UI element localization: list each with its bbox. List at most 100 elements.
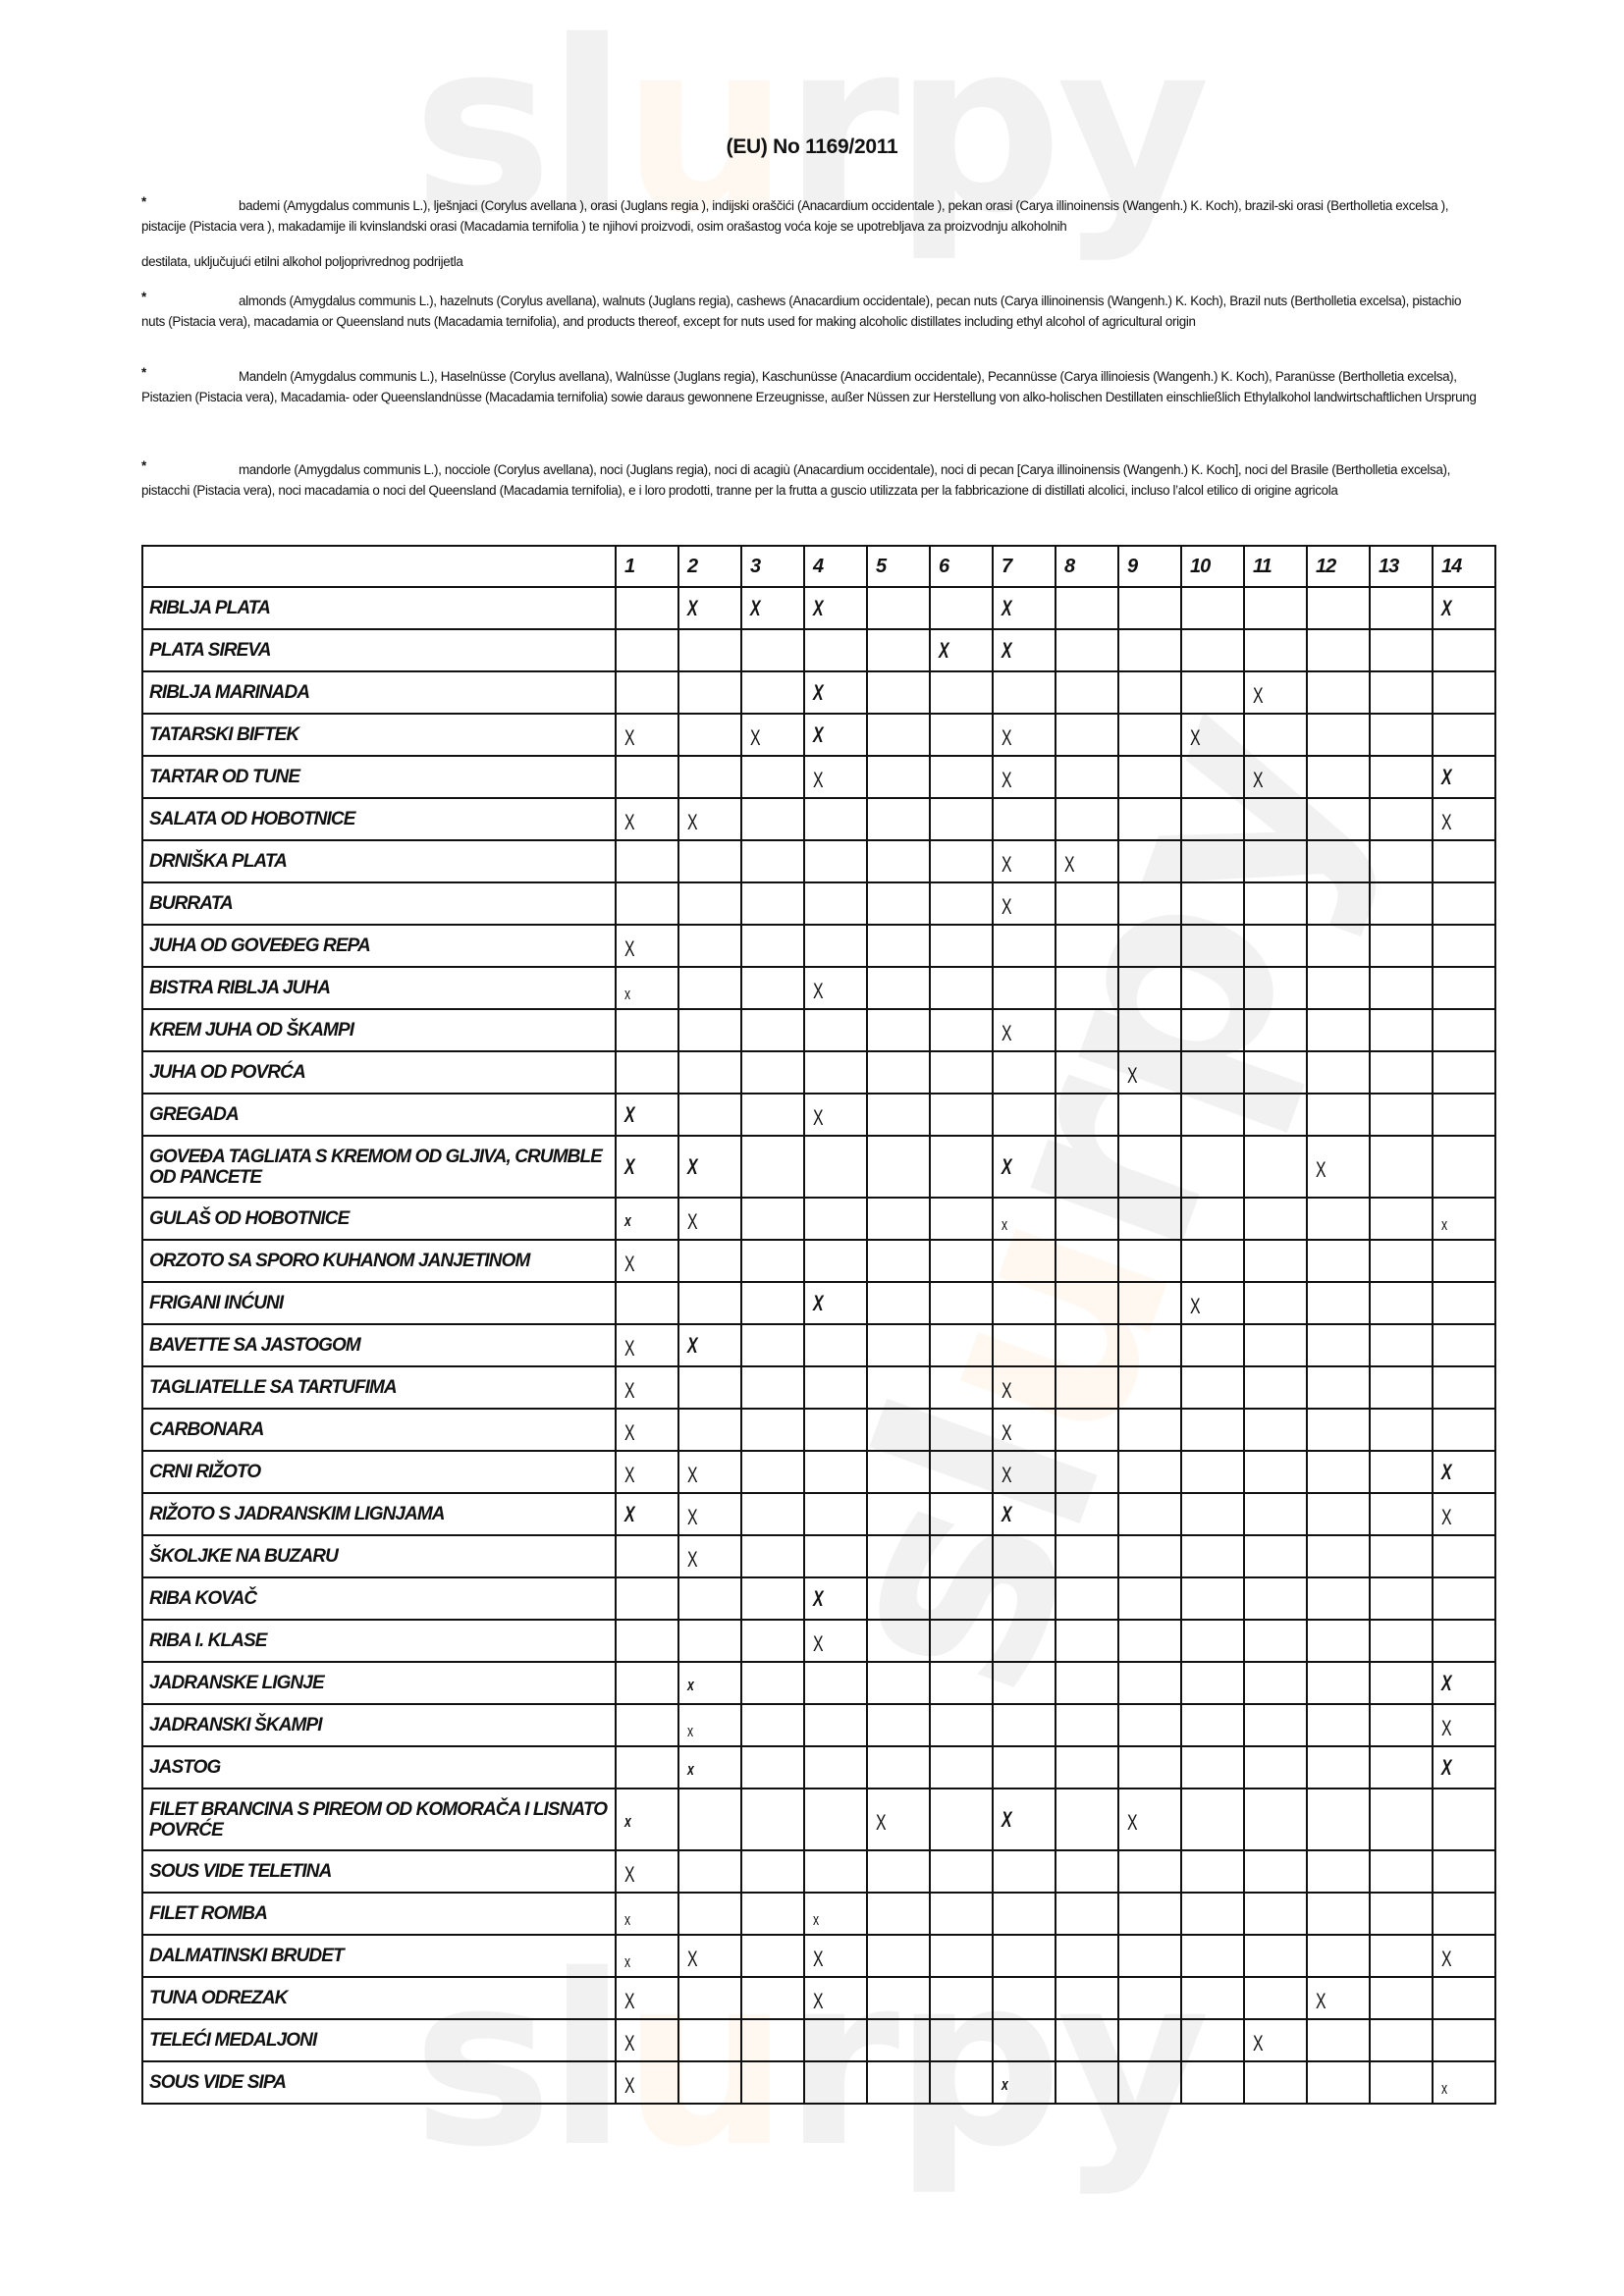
- allergen-cell-1: X: [615, 1365, 679, 1410]
- allergen-cell-7: [992, 1745, 1056, 1789]
- allergen-cell-3: [740, 839, 805, 883]
- allergen-cell-14: [1432, 1135, 1496, 1199]
- allergen-mark: X: [1001, 1377, 1012, 1403]
- allergen-mark: X: [813, 1104, 824, 1130]
- allergen-cell-10: [1180, 1934, 1245, 1978]
- allergen-cell-9: [1117, 713, 1182, 757]
- allergen-cell-14: [1432, 1576, 1496, 1621]
- allergen-cell-14: [1432, 1365, 1496, 1410]
- allergen-cell-11: [1243, 1408, 1308, 1452]
- allergen-cell-1: x: [615, 1788, 679, 1851]
- allergen-cell-14: [1432, 1408, 1496, 1452]
- note-english: * almonds (Amygdalus communis L.), hazel…: [141, 290, 1487, 332]
- allergen-mark: X: [1001, 1020, 1012, 1045]
- allergen-cell-3: [740, 1239, 805, 1283]
- allergen-cell-2: [677, 1050, 742, 1095]
- allergen-cell-11: [1243, 1135, 1308, 1199]
- allergen-cell-6: [929, 966, 994, 1010]
- allergen-cell-6: [929, 1239, 994, 1283]
- allergen-cell-12: [1306, 1008, 1371, 1052]
- allergen-mark: X: [1441, 764, 1452, 789]
- allergen-cell-4: [803, 924, 868, 968]
- allergen-cell-5: [866, 924, 931, 968]
- allergen-cell-12: [1306, 881, 1371, 926]
- allergen-cell-14: [1432, 1281, 1496, 1325]
- allergen-cell-11: [1243, 1745, 1308, 1789]
- allergen-cell-3: [740, 1788, 805, 1851]
- allergen-cell-10: [1180, 670, 1245, 715]
- allergen-cell-5: [866, 1450, 931, 1494]
- note-croatian: * bademi (Amygdalus communis L.), lješnj…: [141, 194, 1487, 273]
- allergen-cell-4: [803, 1239, 868, 1283]
- allergen-mark: X: [1190, 1293, 1201, 1318]
- allergen-cell-8: [1055, 1576, 1119, 1621]
- allergen-cell-12: [1306, 1534, 1371, 1578]
- allergen-mark: X: [624, 2072, 635, 2098]
- allergen-mark: X: [687, 1332, 698, 1358]
- allergen-cell-3: [740, 1093, 805, 1137]
- allergen-cell-4: [803, 1135, 868, 1199]
- table-row: TUNA ODREZAK X X X: [141, 1976, 1496, 2020]
- allergen-cell-6: [929, 586, 994, 630]
- allergen-cell-1: X: [615, 1239, 679, 1283]
- allergen-cell-2: x: [677, 1703, 742, 1747]
- table-row: CARBONARA X X: [141, 1408, 1496, 1452]
- allergen-cell-3: [740, 628, 805, 672]
- dish-name: PLATA SIREVA: [141, 628, 617, 672]
- allergen-cell-9: [1117, 1450, 1182, 1494]
- allergen-cell-1: [615, 1008, 679, 1052]
- dish-name: JUHA OD POVRĆA: [141, 1050, 617, 1095]
- allergen-cell-4: [803, 2060, 868, 2105]
- allergen-cell-8: [1055, 1492, 1119, 1536]
- allergen-cell-2: [677, 1365, 742, 1410]
- dish-name: GOVEĐA TAGLIATA S KREMOM OD GLJIVA, CRUM…: [141, 1135, 617, 1199]
- allergen-cell-6: [929, 1849, 994, 1894]
- table-row: PLATA SIREVA X X: [141, 628, 1496, 672]
- allergen-cell-10: [1180, 1745, 1245, 1789]
- allergen-cell-8: X: [1055, 839, 1119, 883]
- table-row: CRNI RIŽOTO X X X X: [141, 1450, 1496, 1494]
- allergen-cell-5: [866, 1050, 931, 1095]
- allergen-cell-10: [1180, 755, 1245, 799]
- allergen-cell-12: [1306, 713, 1371, 757]
- allergen-cell-7: x: [992, 1197, 1056, 1241]
- allergen-cell-5: [866, 670, 931, 715]
- allergen-cell-10: [1180, 1892, 1245, 1936]
- allergen-cell-3: [740, 1450, 805, 1494]
- allergen-cell-6: [929, 1323, 994, 1367]
- allergen-cell-9: [1117, 1365, 1182, 1410]
- note-text: bademi (Amygdalus communis L.), lješnjac…: [141, 198, 1449, 234]
- allergen-cell-14: x: [1432, 1197, 1496, 1241]
- allergen-cell-8: [1055, 1934, 1119, 1978]
- allergen-cell-10: [1180, 1534, 1245, 1578]
- allergen-cell-3: [740, 1892, 805, 1936]
- allergen-cell-3: [740, 881, 805, 926]
- dish-name: RIBLJA PLATA: [141, 586, 617, 630]
- allergen-cell-3: [740, 1745, 805, 1789]
- allergen-cell-1: X: [615, 2060, 679, 2105]
- column-header-allergen-10: 10: [1180, 545, 1245, 588]
- allergen-cell-9: [1117, 1703, 1182, 1747]
- allergen-cell-4: X: [803, 1576, 868, 1621]
- allergen-mark: X: [1001, 1806, 1012, 1832]
- allergen-cell-5: [866, 1008, 931, 1052]
- table-row: JADRANSKI ŠKAMPI x X: [141, 1703, 1496, 1747]
- column-header-allergen-4: 4: [803, 545, 868, 588]
- note-text: Mandeln (Amygdalus communis L.), Haselnü…: [141, 369, 1477, 404]
- allergen-cell-14: X: [1432, 755, 1496, 799]
- allergen-cell-5: [866, 2060, 931, 2105]
- allergen-cell-8: [1055, 1892, 1119, 1936]
- allergen-cell-1: X: [615, 1849, 679, 1894]
- allergen-cell-11: [1243, 1849, 1308, 1894]
- allergen-cell-11: [1243, 1892, 1308, 1936]
- allergen-cell-5: [866, 628, 931, 672]
- allergen-cell-12: X: [1306, 1135, 1371, 1199]
- allergen-cell-2: [677, 924, 742, 968]
- allergen-cell-2: [677, 1093, 742, 1137]
- allergen-mark: X: [624, 1153, 635, 1179]
- allergen-cell-9: [1117, 1934, 1182, 1978]
- dish-name: DALMATINSKI BRUDET: [141, 1934, 617, 1978]
- allergen-cell-6: [929, 1365, 994, 1410]
- column-header-allergen-14: 14: [1432, 545, 1496, 588]
- allergen-mark: X: [1001, 637, 1012, 663]
